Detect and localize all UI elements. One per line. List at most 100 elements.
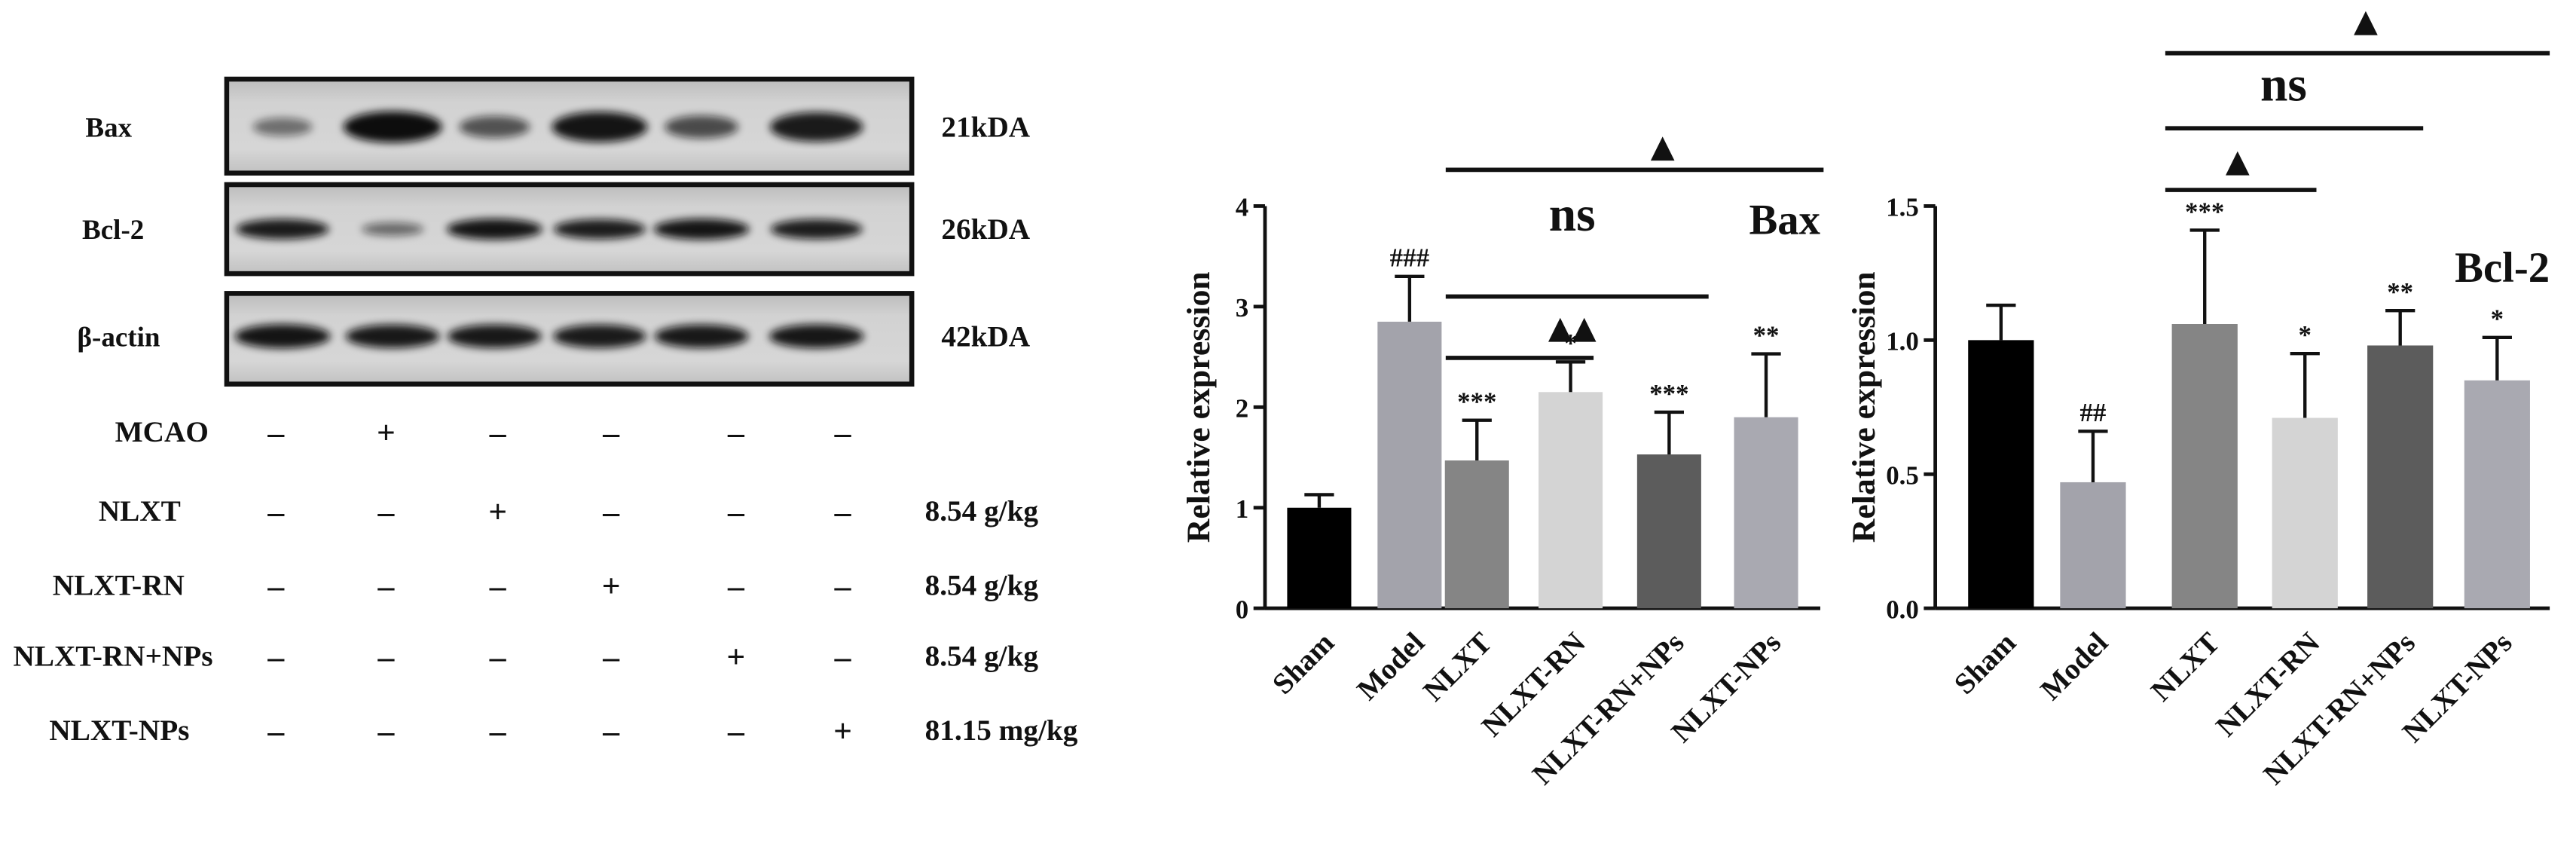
treatment-minus-mark: – bbox=[377, 494, 396, 530]
x-tick-label-model: Model bbox=[1350, 625, 1431, 706]
treatment-minus-mark: – bbox=[834, 494, 852, 530]
treatment-minus-mark: – bbox=[489, 713, 507, 749]
blot-band-lane-1 bbox=[252, 118, 313, 136]
y-tick-label: 1.5 bbox=[1886, 193, 1919, 222]
y-tick-label: 4 bbox=[1236, 193, 1248, 222]
treatment-minus-mark: – bbox=[267, 568, 285, 604]
bar-nlxt-rn bbox=[2272, 417, 2338, 609]
comparison-triangle-label: ▲ bbox=[2354, 2, 2378, 38]
significance-label-nlxt: *** bbox=[1457, 387, 1496, 416]
treatment-dose: 8.54 g/kg bbox=[925, 494, 1039, 528]
x-tick-label-nlxt: NLXT bbox=[1416, 626, 1498, 708]
treatment-minus-mark: – bbox=[727, 494, 745, 530]
treatment-label: MCAO bbox=[115, 415, 209, 448]
blot-protein-label: Bax bbox=[85, 113, 132, 144]
blot-band-lane-5 bbox=[665, 115, 738, 139]
treatment-label: NLXT-RN+NPs bbox=[13, 640, 212, 673]
treatment-minus-mark: – bbox=[602, 639, 620, 675]
blot-protein-label: β-actin bbox=[77, 322, 160, 353]
treatment-minus-mark: – bbox=[489, 568, 507, 604]
blot-band-lane-2 bbox=[343, 111, 442, 143]
treatment-minus-mark: – bbox=[267, 639, 285, 675]
y-tick-label: 0.5 bbox=[1886, 460, 1919, 490]
treatment-row-nlxt-rn: NLXT-RN – – – + – – 8.54 g/kg bbox=[53, 568, 1039, 604]
y-tick-label: 3 bbox=[1236, 293, 1248, 323]
blot-row-bcl-2: Bcl-2 26kDA bbox=[82, 182, 1031, 277]
comparison-triangle-label: ▲ bbox=[1651, 127, 1675, 164]
treatment-row-nlxt-rn-nps: NLXT-RN+NPs – – – – + – 8.54 g/kg bbox=[13, 639, 1038, 675]
treatment-dose: 81.15 mg/kg bbox=[925, 714, 1078, 747]
y-axis-label: Relative expression bbox=[1181, 271, 1217, 543]
bar-model bbox=[1377, 321, 1442, 609]
bar-model bbox=[2060, 482, 2126, 609]
treatment-label: NLXT bbox=[99, 494, 181, 528]
y-tick-label: 2 bbox=[1236, 393, 1248, 423]
bar-sham bbox=[1287, 507, 1352, 609]
chart-title: Bax bbox=[1749, 197, 1820, 244]
treatment-minus-mark: – bbox=[727, 713, 745, 749]
bar-nlxt-nps bbox=[2464, 380, 2530, 609]
treatment-minus-mark: – bbox=[727, 568, 745, 604]
treatment-minus-mark: – bbox=[834, 639, 852, 675]
x-tick-label-sham: Sham bbox=[1266, 625, 1340, 700]
blot-band-lane-5 bbox=[653, 219, 750, 240]
blot-band-lane-3 bbox=[446, 219, 542, 240]
significance-label-model: ## bbox=[2079, 398, 2106, 427]
y-tick-label: 0 bbox=[1236, 595, 1248, 624]
significance-label-nlxt-nps: ** bbox=[1753, 320, 1780, 350]
blot-band-lane-2 bbox=[361, 222, 424, 236]
significance-label-nlxt-nps: * bbox=[2491, 304, 2504, 334]
comparison-ns-label: ns bbox=[1549, 188, 1596, 242]
significance-label-nlxt-rn-nps: ** bbox=[2387, 277, 2413, 307]
bar-nlxt bbox=[2171, 324, 2238, 609]
treatment-minus-mark: – bbox=[834, 414, 852, 451]
significance-label-model: ### bbox=[1390, 243, 1430, 273]
y-tick-label: 1 bbox=[1236, 494, 1248, 524]
treatment-minus-mark: – bbox=[377, 639, 396, 675]
treatment-row-nlxt-nps: NLXT-NPs – – – – – +81.15 mg/kg bbox=[49, 713, 1077, 749]
comparison-triangle-label: ▲▲ bbox=[1548, 308, 1597, 345]
y-tick-label: 0.0 bbox=[1886, 595, 1919, 624]
blot-band-lane-1 bbox=[236, 219, 329, 240]
significance-label-nlxt-rn: * bbox=[1564, 329, 1577, 358]
blot-band-lane-3 bbox=[447, 324, 542, 348]
treatment-row-nlxt: NLXT – – + – – – 8.54 g/kg bbox=[99, 494, 1039, 530]
blot-row-bax: Bax 21kDA bbox=[85, 76, 1031, 176]
treatment-minus-mark: – bbox=[727, 414, 745, 451]
treatment-minus-mark: – bbox=[489, 639, 507, 675]
blot-band-lane-6 bbox=[769, 324, 864, 348]
treatment-plus-mark: + bbox=[377, 414, 396, 451]
treatment-dose: 8.54 g/kg bbox=[925, 569, 1039, 602]
significance-label-nlxt: *** bbox=[2185, 197, 2224, 226]
treatment-minus-mark: – bbox=[267, 494, 285, 530]
treatment-minus-mark: – bbox=[834, 568, 852, 604]
treatment-row-mcao: MCAO – + – – – – bbox=[115, 414, 852, 451]
treatment-minus-mark: – bbox=[377, 713, 396, 749]
treatment-table: MCAO – + – – – – NLXT – – + – – – 8.54 g/kg NLXT-RN – – – +… bbox=[13, 414, 1077, 749]
blot-band-lane-1 bbox=[234, 324, 331, 349]
treatment-plus-mark: + bbox=[726, 639, 745, 675]
treatment-label: NLXT-NPs bbox=[49, 714, 189, 747]
blot-protein-label: Bcl-2 bbox=[82, 215, 144, 246]
treatment-minus-mark: – bbox=[489, 414, 507, 451]
blot-band-lane-6 bbox=[770, 219, 863, 240]
treatment-minus-mark: – bbox=[377, 568, 396, 604]
bar-nlxt-nps bbox=[1734, 417, 1798, 609]
treatment-dose: 8.54 g/kg bbox=[925, 640, 1039, 673]
chart-bcl-2: 0.0 0.5 1.0 1.5 Relative expression Sham ## Mod… bbox=[1846, 2, 2550, 791]
treatment-plus-mark: + bbox=[602, 568, 621, 604]
blot-band-lane-3 bbox=[459, 116, 530, 138]
treatment-label: NLXT-RN bbox=[53, 569, 185, 602]
comparison-ns-label: ns bbox=[2260, 57, 2307, 112]
treatment-plus-mark: + bbox=[833, 713, 852, 749]
y-tick-label: 1.0 bbox=[1886, 326, 1919, 356]
x-tick-label-nlxt: NLXT bbox=[2144, 626, 2226, 708]
x-tick-label-sham: Sham bbox=[1948, 625, 2022, 700]
treatment-minus-mark: – bbox=[267, 414, 285, 451]
bar-nlxt-rn-nps bbox=[1636, 454, 1701, 609]
blot-band-lane-4 bbox=[553, 324, 646, 348]
molecular-weight-label: 21kDA bbox=[941, 111, 1030, 144]
bar-nlxt bbox=[1444, 460, 1509, 609]
